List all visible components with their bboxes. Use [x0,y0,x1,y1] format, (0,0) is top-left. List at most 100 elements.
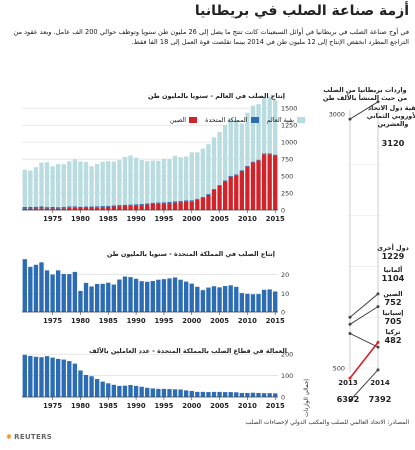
y-tick-label: 0 [281,394,285,402]
x-tick-label: 1995 [154,317,173,325]
x-tick-label: 2010 [238,317,257,325]
y-tick-label: 0 [281,309,285,317]
bar-1988 [122,276,128,312]
bar-uk-1976 [56,207,61,209]
bar-china-2010 [245,166,250,210]
bar-china-2003 [206,194,211,210]
imports-series-value: 1104 [382,273,405,283]
imports-point-2014-5 [376,368,380,372]
x-tick-label: 1985 [99,317,118,325]
bar-china-2002 [200,197,206,210]
bar-china-2006 [222,181,228,210]
bar-1983 [94,284,100,312]
bar-2004 [211,391,217,397]
bar-2009 [239,392,244,397]
bar-2008 [234,392,239,397]
bar-china-1973 [39,208,44,210]
x-tick-label: 1990 [127,215,146,223]
bar-1986 [111,384,116,397]
uk-production-title: إنتاج الصلب في المملكة المتحدة - سنويا ب… [106,250,275,258]
bar-1992 [145,281,150,312]
bar-rest-1983 [94,163,100,207]
bar-uk-1983 [94,206,100,208]
bar-1977 [61,359,66,397]
bar-1979 [72,363,78,397]
bar-2011 [250,392,256,397]
bar-china-1976 [56,208,61,210]
bar-2012 [256,294,261,312]
bar-china-2008 [234,175,239,210]
imports-y-tick: 500 [333,365,345,373]
bar-uk-1984 [100,206,105,208]
legend-uk-item: المملكة المتحدة [205,116,259,124]
bar-1999 [184,281,189,312]
bar-rest-1975 [50,166,55,208]
imports-year-label: 2013 [338,379,358,387]
bar-uk-1987 [117,205,122,207]
legend-rest-label: بقية العالم [266,116,294,124]
x-tick-label: 1980 [71,215,90,223]
bar-uk-1998 [178,201,183,203]
bar-uk-2007 [228,175,233,177]
x-tick-label: 2005 [210,215,229,223]
bar-uk-1988 [122,204,128,206]
imports-point-2013-5 [348,399,352,403]
imports-point-2014-4 [376,345,380,349]
bar-china-1995 [161,203,167,210]
imports-point-2014-1 [376,292,380,296]
x-tick-label: 2015 [266,402,285,410]
page-title: أزمة صناعة الصلب في بريطانيا [194,3,409,19]
world-chart-legend: بقية العالم المملكة المتحدة الصين [170,116,305,124]
bar-china-2005 [217,185,222,210]
bar-china-2009 [239,170,244,210]
imports-series-name: الصين [383,290,402,298]
bar-china-2014 [267,154,272,210]
bar-1973 [39,262,44,312]
imports-line-4 [349,333,379,348]
x-tick-label: 2000 [182,317,201,325]
bar-china-1975 [50,208,55,210]
bar-rest-1995 [161,158,167,203]
bar-rest-1978 [67,161,72,207]
bar-2013 [261,393,267,397]
bar-rest-2015 [273,100,278,155]
y-tick-label: 1500 [281,105,297,113]
bar-rest-2011 [250,105,256,162]
bar-uk-1994 [156,202,161,204]
bar-china-1972 [33,208,39,210]
imports-series-name: إسبانيا [383,309,404,317]
bar-1982 [89,286,94,312]
bar-2006 [222,286,228,312]
bar-china-1999 [184,201,189,210]
bar-china-1988 [122,205,128,210]
bar-china-1970 [22,208,27,210]
bar-1998 [178,279,183,312]
y-tick-label: 0 [281,207,285,215]
bar-uk-1978 [67,206,72,208]
y-tick-label: 1000 [281,139,297,147]
bar-rest-1971 [28,170,33,207]
bar-uk-1992 [145,203,150,205]
imports-year-label: 2014 [370,379,390,387]
imports-chart: 500 3000 2013 2014 6392 7392 إجمالي الواردات بق… [304,100,415,417]
x-tick-label: 1985 [99,215,118,223]
imports-point-2013-3 [348,376,352,380]
bar-1976 [56,270,61,312]
bar-rest-2006 [222,125,228,181]
bar-1974 [44,270,50,312]
bar-uk-2009 [239,170,244,171]
x-tick-label: 2000 [182,215,201,223]
reuters-logo: ✺ REUTERS [6,433,52,441]
bar-1986 [111,284,116,312]
bar-rest-2009 [239,123,244,171]
bar-1980 [78,370,83,397]
bar-uk-1977 [61,207,66,209]
bar-uk-1981 [83,206,89,208]
bar-2002 [200,391,206,397]
bar-china-1982 [89,207,94,210]
bar-uk-1975 [50,207,55,209]
bar-rest-1986 [111,161,116,206]
